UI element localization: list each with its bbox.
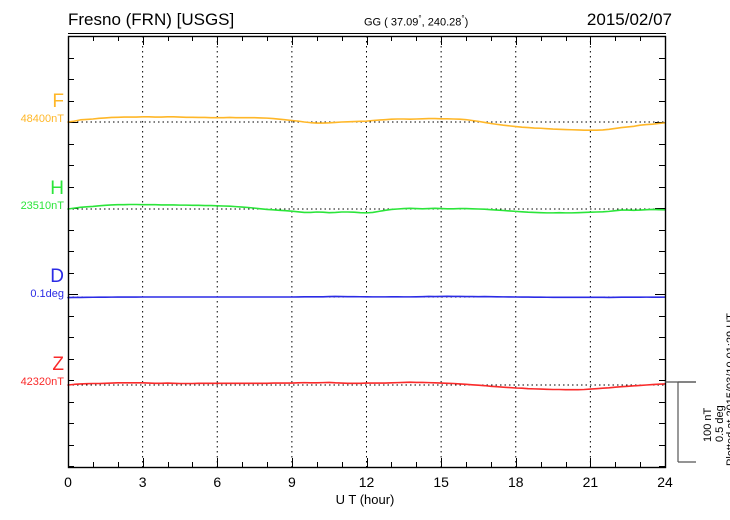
observation-date: 2015/02/07 [586,10,672,29]
component-label-d: D 0.1deg [2,267,64,301]
degree-symbol-lon: ° [461,14,465,23]
x-tick-label-18: 18 [507,474,524,490]
component-label-z: Z 42320nT [2,355,64,389]
x-tick-label-9: 9 [287,474,296,490]
x-tick-label-12: 12 [358,474,375,490]
component-label-h: H 23510nT [2,179,64,213]
page-title: Fresno (FRN) [USGS] [68,10,235,29]
trace-h [67,203,666,214]
trace-z [67,381,666,391]
component-baseline-value-z: 42320nT [20,376,64,388]
x-tick-label-21: 21 [582,474,599,490]
x-tick-label-0: 0 [64,474,72,490]
grid-layer [142,36,591,467]
component-letter-z: Z [52,354,64,375]
geographic-coordinates: GG ( 37.09°, 240.28°) [364,14,468,29]
component-letter-f: F [52,91,64,112]
trace-d [67,295,666,299]
x-tick-label-24: 24 [657,474,673,490]
axis-ticks-layer [68,36,666,467]
x-axis-title: U T (hour) [335,492,395,507]
component-label-f: F 48400nT [2,92,64,126]
header-divider [68,33,666,34]
trace-layer [67,116,666,391]
component-letter-d: D [50,266,64,287]
component-baseline-value-d: 0.1deg [30,288,64,300]
scale-bar-label-magnetic: 100 nT [702,407,714,442]
plot-frame [67,35,667,469]
coords-text: GG ( 37.09 [364,16,419,29]
coords-text-mid: , 240.28 [421,16,462,29]
x-tick-label-3: 3 [138,474,147,490]
component-baseline-value-f: 48400nT [20,113,64,125]
scale-bar [665,381,696,463]
trace-f [67,116,666,131]
plot-frame-rect [67,35,667,469]
component-letter-h: H [50,178,64,199]
component-baseline-value-h: 23510nT [20,200,64,212]
degree-symbol-lat: ° [418,14,422,23]
coords-text-end: ) [464,16,469,29]
x-tick-label-15: 15 [433,474,449,490]
plot-timestamp: Plotted at 2015/03/10 01:29 UT [725,313,730,466]
x-tick-label-6: 6 [213,474,222,490]
